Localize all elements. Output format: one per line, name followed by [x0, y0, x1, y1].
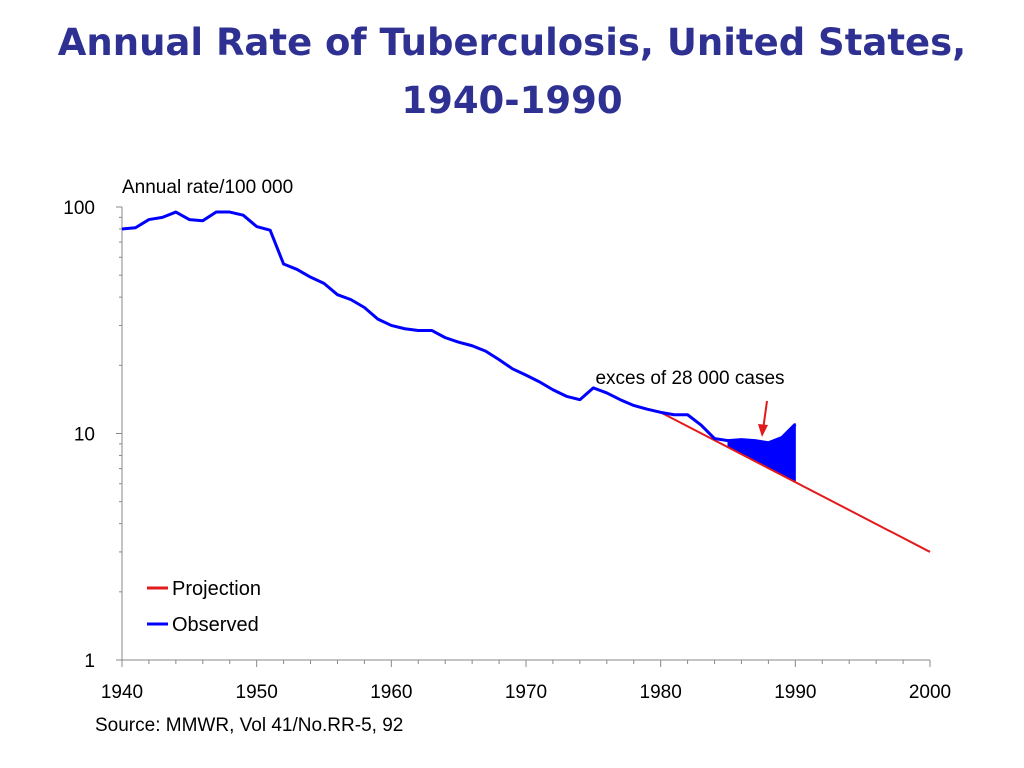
x-tick-label: 1980 [640, 682, 682, 703]
legend-label-observed: Observed [172, 614, 259, 636]
x-tick-label: 1970 [505, 682, 547, 703]
chart-axes: 1 10 100 1940 1950 1960 1970 1980 1990 2000 [63, 198, 951, 703]
x-tick-label: 1950 [236, 682, 278, 703]
x-tick-label: 2000 [909, 682, 951, 703]
chart-annotation: exces of 28 000 cases [595, 368, 785, 437]
slide-title-line2: 1940-1990 [401, 79, 623, 122]
series-line-observed [121, 210, 797, 445]
y-tick-label: 10 [74, 425, 95, 446]
y-tick-label: 100 [63, 198, 95, 219]
x-tick-label: 1940 [101, 682, 143, 703]
slide-title-line1: Annual Rate of Tuberculosis, United Stat… [57, 21, 967, 64]
y-axis-label: Annual rate/100 000 [122, 177, 293, 198]
chart-series [121, 210, 931, 553]
slide-title: Annual Rate of Tuberculosis, United Stat… [0, 14, 1024, 130]
x-tick-label: 1960 [370, 682, 412, 703]
y-tick-label: 1 [84, 651, 95, 672]
annotation-label: exces of 28 000 cases [595, 368, 784, 389]
source-note: Source: MMWR, Vol 41/No.RR-5, 92 [95, 715, 404, 736]
legend-label-projection: Projection [172, 578, 261, 600]
chart-legend: Projection Observed [147, 578, 261, 636]
annotation-arrowhead [758, 424, 768, 437]
x-tick-label: 1990 [774, 682, 816, 703]
series-line-projection [660, 411, 931, 553]
